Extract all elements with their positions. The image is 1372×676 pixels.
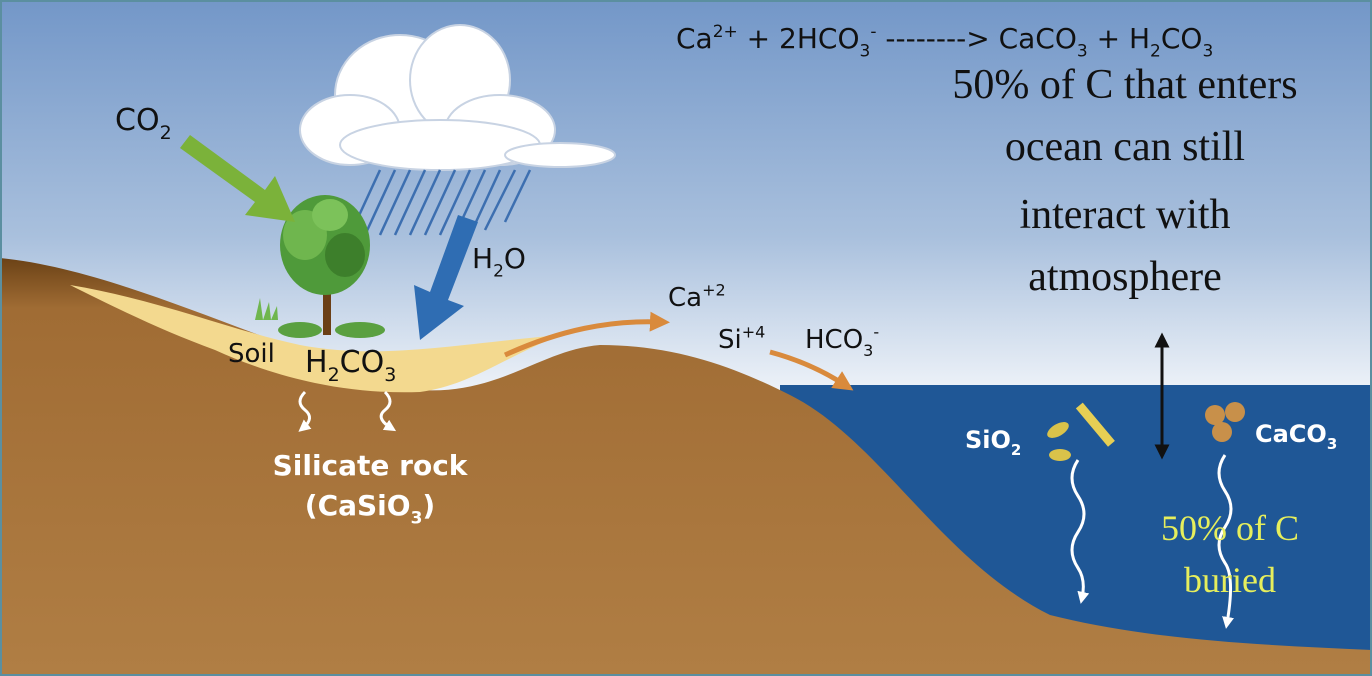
sio2-particles bbox=[1047, 402, 1115, 461]
label-text: CO bbox=[340, 345, 385, 380]
label-soil: Soil bbox=[228, 339, 275, 369]
label-sup: +2 bbox=[702, 281, 726, 300]
label-text: H bbox=[472, 242, 493, 275]
label-sub: 3 bbox=[1327, 435, 1337, 453]
cloud bbox=[299, 24, 616, 171]
burial-note: 50% of C bbox=[1161, 508, 1299, 548]
label-sub: 2 bbox=[160, 122, 172, 144]
label-text: HCO bbox=[805, 325, 863, 355]
label-sup: +4 bbox=[742, 323, 766, 342]
sinking-arrow bbox=[1217, 454, 1234, 629]
label-text: Soil bbox=[228, 339, 275, 369]
label-text: + H bbox=[1088, 22, 1150, 55]
label-h2o: H2O bbox=[472, 242, 526, 281]
label-text: --------> CaCO bbox=[876, 22, 1076, 55]
label-si: Si+4 bbox=[718, 323, 765, 355]
label-silicate-rock: Silicate rock bbox=[273, 449, 469, 482]
label-sub: 2 bbox=[493, 261, 504, 281]
label-text: CaCO bbox=[1255, 420, 1327, 448]
label-text: Ca bbox=[668, 283, 702, 313]
label-text: H bbox=[305, 345, 328, 380]
label-casio3: (CaSiO3) bbox=[305, 489, 435, 528]
weathering-arrow bbox=[379, 390, 397, 432]
label-text: Si bbox=[718, 325, 742, 355]
sinking-arrow bbox=[1070, 459, 1090, 604]
label-sub: 2 bbox=[328, 364, 340, 386]
soil bbox=[70, 285, 560, 393]
label-text: + 2HCO bbox=[738, 22, 860, 55]
label-text: Ca bbox=[676, 22, 713, 55]
label-text: (CaSiO bbox=[305, 489, 411, 522]
label-sub: 3 bbox=[863, 341, 873, 360]
h2o-arrow bbox=[414, 215, 478, 340]
label-sub: 2 bbox=[1011, 441, 1021, 459]
label-sub: 3 bbox=[1077, 41, 1088, 61]
label-caco3: CaCO3 bbox=[1255, 420, 1337, 453]
weathering-arrow bbox=[298, 390, 312, 432]
label-hco3: HCO3- bbox=[805, 323, 879, 360]
river-arrow bbox=[769, 349, 854, 391]
label-sub: 3 bbox=[1202, 41, 1213, 61]
atmosphere-note: interact with bbox=[1019, 192, 1230, 238]
label-text: SiO bbox=[965, 426, 1011, 454]
label-ca: Ca+2 bbox=[668, 281, 726, 313]
label-h2co3: H2CO3 bbox=[305, 345, 396, 386]
label-sup: - bbox=[870, 22, 876, 42]
label-sub: 3 bbox=[860, 41, 871, 61]
label-text: ) bbox=[422, 489, 435, 522]
label-text: Silicate rock bbox=[273, 449, 469, 482]
label-text: O bbox=[504, 242, 526, 275]
co2-arrow bbox=[180, 135, 295, 222]
burial-note: buried bbox=[1184, 560, 1276, 600]
label-sub: 3 bbox=[411, 508, 423, 528]
label-text: CO bbox=[115, 103, 160, 138]
tree bbox=[255, 195, 385, 338]
atmosphere-note: atmosphere bbox=[1028, 254, 1222, 300]
label-co2: CO2 bbox=[115, 103, 172, 144]
equation: Ca2+ + 2HCO3- --------> CaCO3 + H2CO3 bbox=[676, 22, 1213, 62]
atmosphere-note: ocean can still bbox=[1005, 124, 1245, 170]
label-sio2: SiO2 bbox=[965, 426, 1021, 459]
label-sub: 2 bbox=[1150, 41, 1161, 61]
atmosphere-note: 50% of C that enters bbox=[952, 62, 1297, 108]
caco3-particles bbox=[1205, 402, 1245, 442]
label-sup: 2+ bbox=[713, 22, 738, 42]
label-sup: - bbox=[873, 323, 879, 342]
label-text: CO bbox=[1161, 22, 1203, 55]
label-sub: 3 bbox=[384, 364, 396, 386]
runoff-arrow bbox=[503, 311, 670, 358]
land bbox=[0, 258, 1372, 676]
